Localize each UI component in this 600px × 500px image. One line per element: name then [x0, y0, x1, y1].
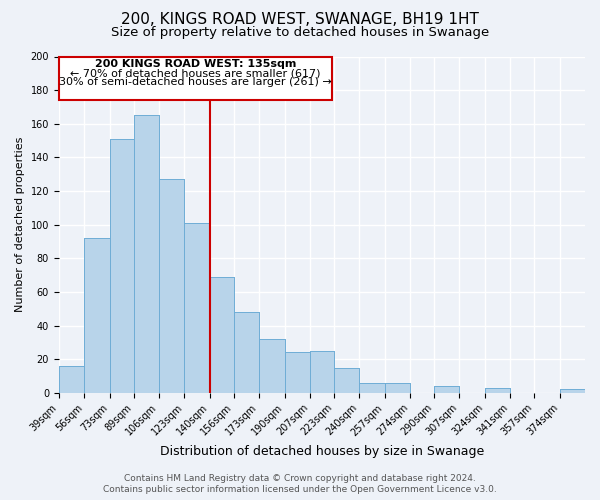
- Text: ← 70% of detached houses are smaller (617): ← 70% of detached houses are smaller (61…: [70, 68, 321, 78]
- Bar: [334, 368, 359, 393]
- FancyBboxPatch shape: [59, 56, 332, 100]
- Bar: [485, 388, 510, 393]
- Bar: [310, 351, 334, 393]
- Bar: [110, 139, 134, 393]
- Bar: [434, 386, 460, 393]
- Text: 200 KINGS ROAD WEST: 135sqm: 200 KINGS ROAD WEST: 135sqm: [95, 59, 296, 69]
- Text: 30% of semi-detached houses are larger (261) →: 30% of semi-detached houses are larger (…: [59, 76, 332, 86]
- Bar: [134, 116, 159, 393]
- Bar: [284, 352, 310, 393]
- Bar: [560, 390, 585, 393]
- Bar: [159, 180, 184, 393]
- Bar: [284, 352, 310, 393]
- Bar: [485, 388, 510, 393]
- Bar: [385, 382, 410, 393]
- Bar: [334, 368, 359, 393]
- Bar: [259, 339, 284, 393]
- Bar: [359, 382, 385, 393]
- Y-axis label: Number of detached properties: Number of detached properties: [15, 137, 25, 312]
- Bar: [310, 351, 334, 393]
- Bar: [184, 223, 210, 393]
- Bar: [110, 139, 134, 393]
- Bar: [233, 312, 259, 393]
- Bar: [59, 366, 84, 393]
- Bar: [210, 277, 233, 393]
- Text: Size of property relative to detached houses in Swanage: Size of property relative to detached ho…: [111, 26, 489, 39]
- Bar: [385, 382, 410, 393]
- Bar: [159, 180, 184, 393]
- Text: 200, KINGS ROAD WEST, SWANAGE, BH19 1HT: 200, KINGS ROAD WEST, SWANAGE, BH19 1HT: [121, 12, 479, 28]
- Bar: [434, 386, 460, 393]
- Bar: [84, 238, 110, 393]
- Text: Contains HM Land Registry data © Crown copyright and database right 2024.
Contai: Contains HM Land Registry data © Crown c…: [103, 474, 497, 494]
- Bar: [210, 277, 233, 393]
- Bar: [359, 382, 385, 393]
- Bar: [259, 339, 284, 393]
- X-axis label: Distribution of detached houses by size in Swanage: Distribution of detached houses by size …: [160, 444, 484, 458]
- Bar: [184, 223, 210, 393]
- Bar: [59, 366, 84, 393]
- Bar: [134, 116, 159, 393]
- Bar: [560, 390, 585, 393]
- Bar: [84, 238, 110, 393]
- Bar: [233, 312, 259, 393]
